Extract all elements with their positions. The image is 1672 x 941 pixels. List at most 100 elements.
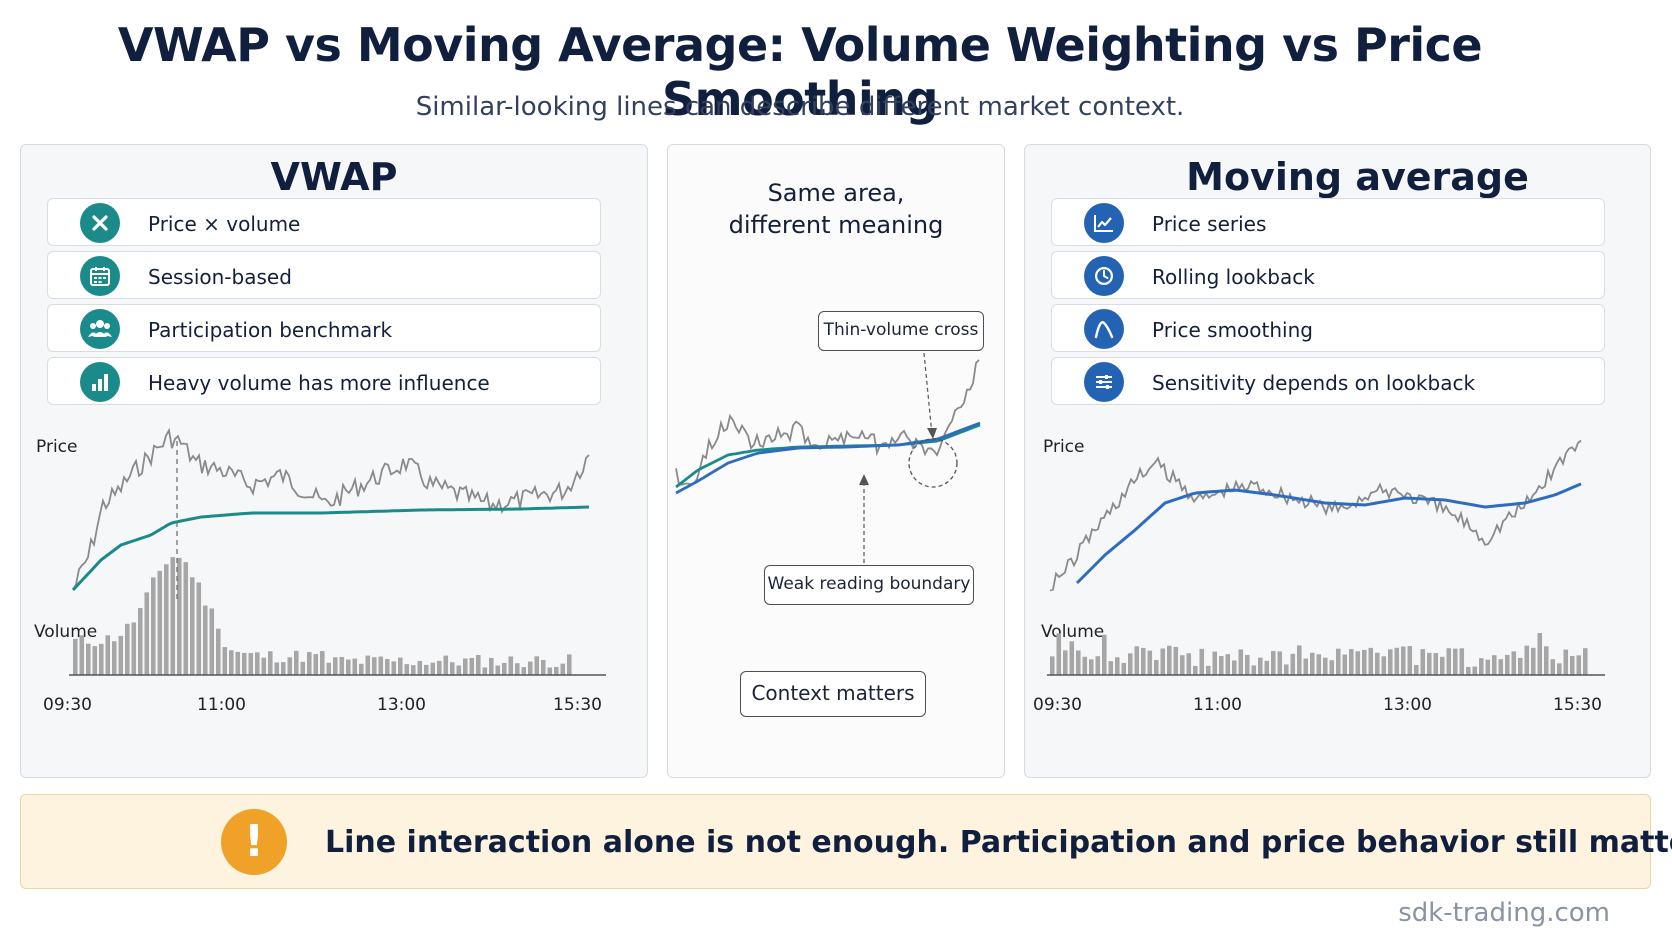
volume-bar [1479, 658, 1484, 675]
volume-bar [1251, 665, 1257, 675]
volume-bar [339, 656, 345, 675]
arrowhead-down [927, 428, 937, 439]
volume-bar [125, 623, 130, 675]
arrowhead-up [859, 474, 869, 485]
sliders-icon [1084, 362, 1124, 402]
volume-bar [482, 667, 488, 675]
volume-bar [1206, 665, 1211, 675]
volume-bar [1342, 654, 1348, 675]
volume-bar [417, 660, 423, 675]
volume-bar [261, 657, 267, 675]
volume-bar [1323, 657, 1328, 675]
warning-banner: ! Line interaction alone is not enough. … [20, 794, 1672, 889]
volume-bar [1303, 658, 1309, 675]
volume-bar [235, 651, 241, 675]
volume-bar [1459, 648, 1465, 675]
volume-bar [437, 660, 442, 675]
volume-axis-label: Volume [34, 622, 97, 642]
volume-bar [1108, 661, 1114, 675]
volume-bar [1290, 653, 1296, 675]
volume-bar [1414, 664, 1419, 675]
vwap-feature-session: Session-based [47, 251, 601, 299]
volume-axis-label: Volume [1041, 622, 1104, 642]
volume-bar [560, 663, 566, 675]
volume-bar [1063, 650, 1068, 675]
volume-bar [118, 635, 124, 675]
volume-bar [1167, 645, 1172, 675]
volume-bar [1258, 657, 1263, 675]
volume-bar [1427, 652, 1432, 675]
feature-label: Sensitivity depends on lookback [1152, 371, 1476, 395]
page-subtitle: Similar-looking lines can describe diffe… [415, 92, 1185, 122]
volume-bar [294, 650, 299, 675]
volume-bar [242, 652, 247, 675]
volume-bar [1368, 647, 1374, 675]
volume-bar [1316, 654, 1322, 675]
volume-bar [1219, 656, 1224, 675]
volume-bar [177, 557, 182, 675]
volume-bar [1115, 657, 1120, 675]
volume-bar [1180, 655, 1185, 675]
people-icon [80, 309, 120, 349]
volume-bar [1518, 657, 1523, 675]
multiply-icon [80, 203, 120, 243]
volume-bar [515, 663, 520, 675]
volume-bar [1186, 653, 1192, 675]
comparison-title-line2: different meaning [728, 211, 944, 239]
volume-bar [216, 628, 221, 675]
volume-bar [521, 667, 527, 675]
comparison-title: Same area, different meaning [668, 177, 1004, 241]
overlap-chart [675, 352, 981, 563]
volume-bar [469, 657, 475, 675]
volume-bar [1102, 634, 1107, 675]
volume-bar [209, 608, 215, 675]
volume-bar [1245, 654, 1250, 675]
volume-bar [1433, 653, 1439, 675]
volume-bar [105, 635, 111, 675]
page-title: VWAP vs Moving Average: Volume Weighting… [117, 18, 1483, 126]
volume-bar [541, 659, 546, 675]
volume-bar [1141, 647, 1146, 675]
volume-bar [1485, 659, 1491, 675]
bar-chart-icon [80, 362, 120, 402]
volume-bar [1277, 651, 1283, 675]
volume-bar [1076, 650, 1081, 675]
volume-bar [554, 666, 559, 675]
volume-bar [346, 659, 351, 675]
volume-bar [1394, 647, 1400, 675]
volume-bar [443, 655, 449, 675]
volume-bar [1570, 655, 1575, 675]
volume-bar [1089, 659, 1094, 675]
ma-feature-rolling-lookback: Rolling lookback [1051, 251, 1605, 299]
volume-bar [151, 577, 156, 675]
volume-bar [222, 647, 228, 675]
volume-bar [1362, 649, 1367, 675]
volume-bar [567, 654, 572, 675]
vwap-panel: VWAP Price × volume Session-based Partic… [20, 144, 648, 778]
context-matters-box: Context matters [740, 671, 926, 717]
feature-label: Price × volume [148, 212, 301, 236]
feature-label: Participation benchmark [148, 318, 393, 342]
x-tick-label: 13:00 [377, 695, 426, 715]
volume-bar [365, 655, 371, 675]
vwap-chart: Price Volume 09:30 11:00 13:00 15:30 [34, 427, 606, 715]
x-tick-label: 13:00 [1383, 695, 1432, 715]
volume-bar [326, 662, 332, 675]
vwap-feature-heavy-volume: Heavy volume has more influence [47, 357, 601, 405]
curve-icon [1084, 309, 1124, 349]
volume-bar [502, 663, 507, 675]
volume-bar [463, 658, 468, 675]
volume-bar [1563, 649, 1569, 675]
x-tick-label: 15:30 [1553, 695, 1602, 715]
volume-bar [164, 564, 169, 675]
feature-label: Price smoothing [1152, 318, 1313, 342]
volume-bar [1498, 659, 1504, 675]
ma-feature-price-series: Price series [1051, 198, 1605, 246]
price-axis-label: Price [36, 437, 77, 457]
volume-bar [1225, 654, 1231, 675]
volume-bar [1329, 660, 1335, 675]
volume-bar [430, 662, 436, 675]
feature-label: Session-based [148, 265, 292, 289]
volume-bar [1095, 656, 1101, 675]
volume-bar [1524, 645, 1530, 675]
